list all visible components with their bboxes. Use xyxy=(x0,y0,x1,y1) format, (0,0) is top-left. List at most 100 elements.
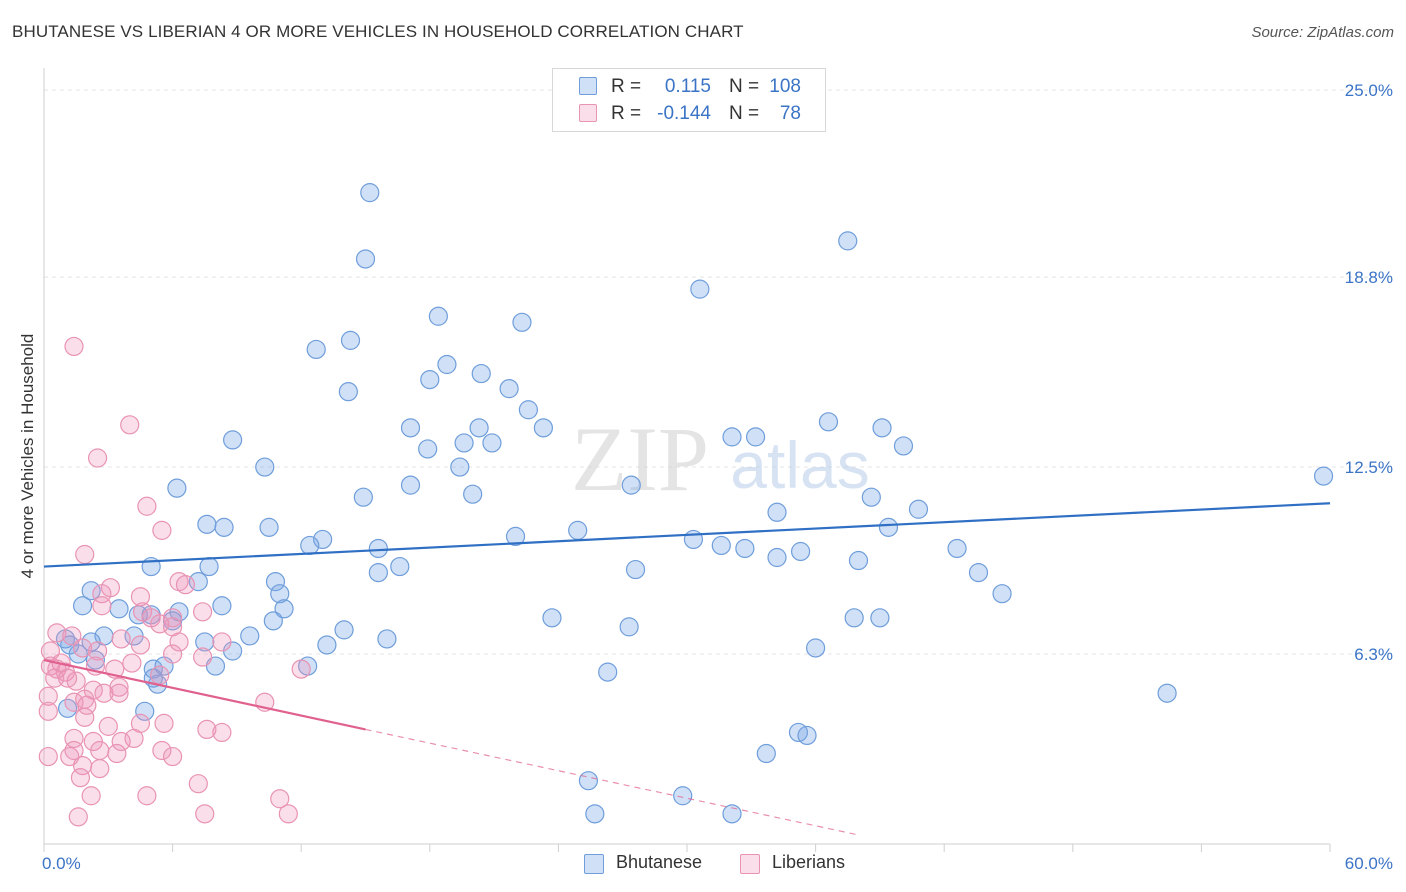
y-tick-label: 25.0% xyxy=(1345,81,1393,100)
liberian-point xyxy=(100,578,121,598)
bhutanese-point xyxy=(223,430,243,450)
bhutanese-point xyxy=(947,538,967,559)
bhutanese-point xyxy=(512,312,532,332)
bhutanese-point xyxy=(621,475,641,495)
liberian-point xyxy=(77,695,97,715)
bhutanese-point xyxy=(428,306,448,326)
bhutanese-point xyxy=(400,418,421,438)
bhutanese-point xyxy=(197,514,217,534)
bhutanese-point xyxy=(1313,466,1334,486)
grid-lines xyxy=(44,89,1392,655)
n-value: 108 xyxy=(769,76,801,97)
liberian-point xyxy=(92,596,112,616)
stats-row-liberians: R = -0.144 N = 78 xyxy=(553,101,825,127)
bhutanese-point xyxy=(992,584,1012,604)
bhutanese-point xyxy=(306,339,326,360)
chart-title: BHUTANESE VS LIBERIAN 4 OR MORE VEHICLES… xyxy=(12,22,744,41)
bhutanese-point xyxy=(263,611,283,631)
bhutanese-point xyxy=(259,517,279,537)
liberian-point xyxy=(212,632,232,652)
bhutanese-point xyxy=(469,418,489,438)
liberian-point xyxy=(169,632,189,652)
bhutanese-point xyxy=(300,535,320,556)
tick-labels: 6.3% 12.5% 18.8% 25.0% 0.0% 60.0% xyxy=(42,81,1393,873)
bhutanese-point xyxy=(471,363,491,384)
bhutanese-point xyxy=(908,499,929,519)
bhutanese-point xyxy=(265,572,286,592)
bhutanese-point xyxy=(390,556,410,577)
bhutanese-point xyxy=(135,701,155,721)
liberian-point xyxy=(122,653,142,673)
liberian-trend-line xyxy=(43,658,366,731)
r-label: R = xyxy=(611,76,642,97)
liberian-point xyxy=(90,740,110,761)
bhutanese-point xyxy=(340,330,361,350)
liberian-point xyxy=(81,786,101,806)
bhutanese-point xyxy=(735,538,755,559)
liberian-point xyxy=(163,746,183,767)
liberians-swatch xyxy=(579,104,597,122)
bhutanese-point xyxy=(368,538,388,559)
bhutanese-point xyxy=(420,369,440,390)
bhutanese-point xyxy=(745,427,766,447)
liberian-point xyxy=(175,575,196,595)
bhutanese-point xyxy=(790,541,811,562)
liberian-point xyxy=(193,647,213,667)
n-label: N = xyxy=(729,103,760,124)
bhutanese-swatch xyxy=(579,77,597,95)
bhutanese-point xyxy=(619,617,639,637)
liberian-point xyxy=(107,743,127,764)
bhutanese-point xyxy=(805,638,826,658)
bhutanese-point xyxy=(797,725,817,746)
bhutanese-point xyxy=(756,743,776,764)
liberian-point xyxy=(109,677,129,697)
bhutanese-point xyxy=(360,183,380,203)
bhutanese-point xyxy=(722,427,742,447)
bhutanese-point xyxy=(368,562,388,583)
watermark-atlas: atlas xyxy=(730,428,869,502)
y-tick-label: 6.3% xyxy=(1354,645,1393,664)
r-label: R = xyxy=(611,103,642,124)
bhutanese-point xyxy=(482,433,502,453)
bhutanese-point xyxy=(437,354,457,375)
bhutanese-point xyxy=(505,526,526,547)
bhutanese-point xyxy=(195,632,215,652)
r-value: -0.144 xyxy=(657,103,711,124)
liberian-point xyxy=(291,659,311,679)
data-points xyxy=(38,183,1334,827)
bhutanese-point xyxy=(334,620,354,640)
bhutanese-point xyxy=(598,662,618,682)
liberian-point xyxy=(124,728,144,749)
bhutanese-point xyxy=(454,433,474,453)
x-tick-label-start: 0.0% xyxy=(42,854,81,873)
liberian-point xyxy=(70,768,91,788)
bhutanese-point xyxy=(968,562,989,583)
bhutanese-point xyxy=(167,478,187,498)
liberian-point xyxy=(64,336,84,357)
bhutanese-point xyxy=(533,418,553,438)
bhutanese-point xyxy=(683,529,704,550)
bhutanese-point xyxy=(463,484,483,504)
bhutanese-point xyxy=(893,436,914,456)
bhutanese-point xyxy=(870,608,890,628)
liberian-point xyxy=(270,789,290,809)
liberian-point xyxy=(163,644,183,664)
liberian-point xyxy=(150,665,170,685)
liberian-point xyxy=(68,807,88,827)
bhutanese-point xyxy=(872,418,892,438)
liberian-point xyxy=(212,722,232,743)
liberian-point xyxy=(197,719,217,740)
bhutanese-point xyxy=(861,487,881,507)
liberian-point xyxy=(188,774,208,794)
x-tick-label-end: 60.0% xyxy=(1345,854,1393,873)
liberian-point xyxy=(87,641,108,661)
watermark: ZIP atlas xyxy=(571,408,870,510)
liberian-point xyxy=(152,520,172,540)
liberians-swatch xyxy=(740,854,760,874)
bhutanese-point xyxy=(673,786,693,806)
bhutanese-point xyxy=(81,581,101,601)
bhutanese-point xyxy=(578,771,599,791)
bhutanese-point xyxy=(212,596,232,616)
bhutanese-trend-line xyxy=(43,502,1331,568)
legend-label: Liberians xyxy=(772,852,846,872)
